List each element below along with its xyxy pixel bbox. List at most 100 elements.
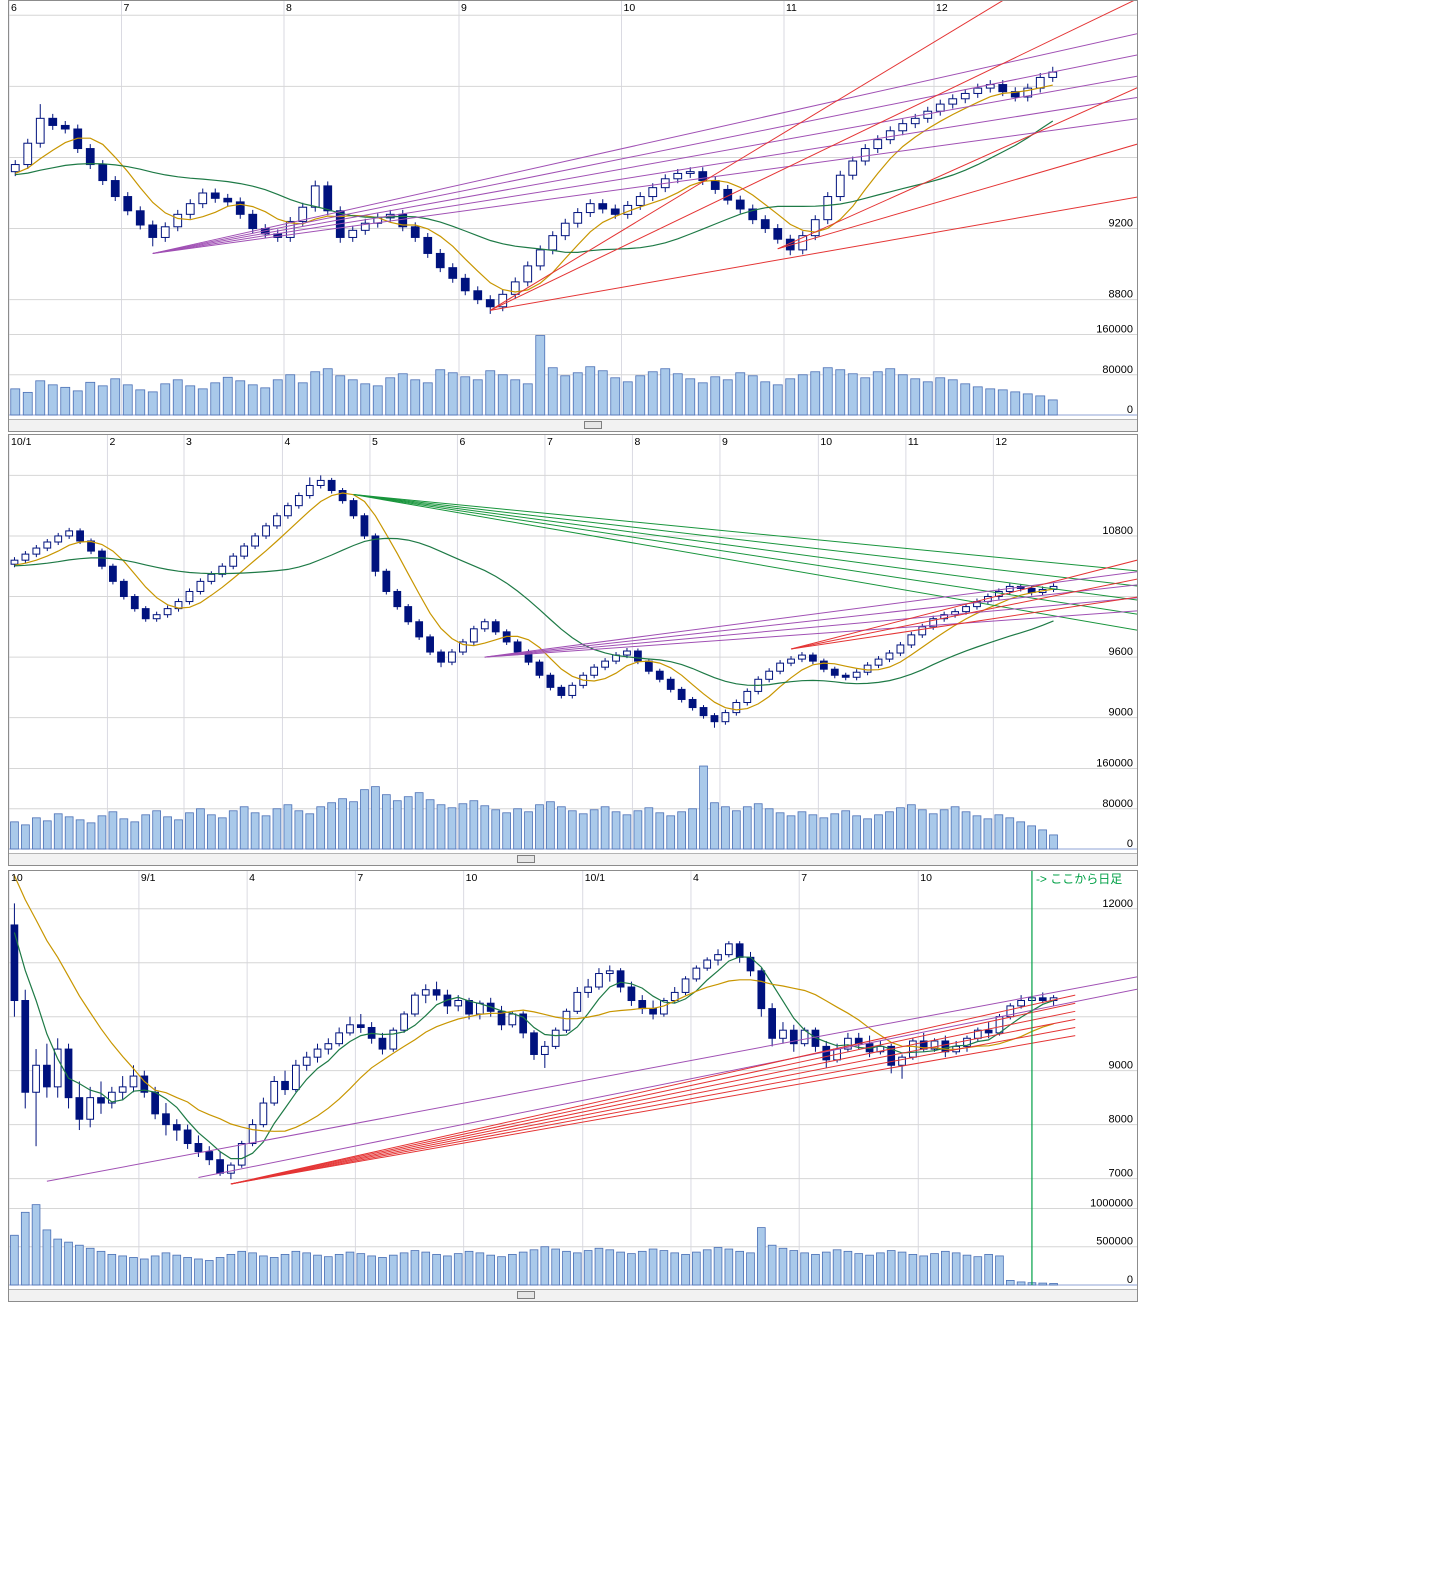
candle-body xyxy=(1010,91,1020,98)
volume-bar xyxy=(797,811,807,850)
candle-body xyxy=(910,117,920,125)
candle-body xyxy=(223,197,233,203)
candle-body xyxy=(273,515,281,527)
volume-bar xyxy=(410,1250,420,1286)
volume-bar xyxy=(425,799,435,850)
x-axis-label: 8 xyxy=(634,436,640,448)
volume-bar xyxy=(163,816,172,850)
volume-bar xyxy=(75,1244,84,1286)
volume-bar xyxy=(573,1252,582,1286)
candle-body xyxy=(21,553,30,561)
candle-body xyxy=(54,535,63,543)
volume-axis-label: 500000 xyxy=(1096,1236,1133,1248)
volume-bar xyxy=(800,1252,809,1286)
trendline xyxy=(353,494,1137,587)
volume-bar xyxy=(385,377,396,416)
volume-bar xyxy=(334,1253,344,1286)
candle-body xyxy=(779,1029,787,1039)
candle-body xyxy=(32,1064,40,1093)
candle-body xyxy=(183,1129,192,1145)
volume-bar xyxy=(172,1254,182,1286)
scrollbar-thumb[interactable] xyxy=(516,855,535,863)
chart-scrollbar[interactable] xyxy=(9,1289,1137,1301)
candle-body xyxy=(448,267,458,279)
candle-body xyxy=(673,172,683,180)
price-axis-label: 8000 xyxy=(1109,1114,1133,1126)
candle-body xyxy=(776,662,784,672)
candle-body xyxy=(346,1024,354,1034)
volume-bar xyxy=(529,1249,539,1286)
candle-body xyxy=(732,702,741,714)
candle-body xyxy=(119,580,128,598)
volume-bar xyxy=(172,379,183,416)
volume-bar xyxy=(635,375,646,416)
volume-bar xyxy=(713,1247,723,1286)
candle-body xyxy=(748,208,758,221)
volume-bar xyxy=(910,378,921,416)
volume-bar xyxy=(174,819,183,850)
scrollbar-thumb[interactable] xyxy=(584,421,603,429)
volume-bar xyxy=(666,815,676,850)
volume-bar xyxy=(472,379,483,416)
trendline xyxy=(152,75,1137,254)
candle-body xyxy=(510,281,520,295)
candle-body xyxy=(681,978,690,993)
volume-bar xyxy=(510,379,521,416)
trendline xyxy=(230,1027,1076,1185)
candle-body xyxy=(666,678,675,690)
volume-bar xyxy=(226,1253,236,1286)
volume-bar xyxy=(360,383,371,416)
candle-body xyxy=(356,1024,365,1028)
chart-scrollbar[interactable] xyxy=(9,853,1137,865)
volume-bar xyxy=(32,817,41,850)
volume-bar xyxy=(53,1238,63,1286)
candle-body xyxy=(349,500,358,517)
trendline xyxy=(230,1010,1076,1185)
volume-bar xyxy=(85,381,96,416)
volume-bar xyxy=(53,813,63,850)
x-axis-label: 11 xyxy=(908,436,919,448)
candle-body xyxy=(809,654,817,662)
candle-body xyxy=(655,670,664,680)
volume-bar xyxy=(310,371,321,416)
chart-scrollbar[interactable] xyxy=(9,419,1137,431)
volume-bar xyxy=(546,801,555,850)
candle-body xyxy=(151,1091,159,1115)
candle-body xyxy=(692,967,701,980)
volume-bar xyxy=(1005,1280,1015,1286)
volume-bar xyxy=(702,1249,712,1286)
scrollbar-thumb[interactable] xyxy=(516,1291,535,1299)
volume-bar xyxy=(585,366,596,416)
candle-body xyxy=(229,555,238,567)
candle-body xyxy=(623,650,631,656)
candle-body xyxy=(218,565,227,575)
volume-bar xyxy=(327,802,336,850)
volume-bar xyxy=(215,1257,225,1286)
volume-axis-label: 160000 xyxy=(1096,758,1133,770)
volume-bar xyxy=(535,804,544,850)
volume-bar xyxy=(578,813,588,850)
candle-body xyxy=(404,606,413,623)
volume-bar xyxy=(239,806,249,850)
volume-bar xyxy=(97,385,108,416)
candle-body xyxy=(185,203,195,215)
trendline xyxy=(777,143,1137,250)
x-axis-label: 7 xyxy=(801,872,807,884)
volume-bar xyxy=(778,1247,788,1286)
candle-body xyxy=(508,1013,517,1026)
trendline xyxy=(230,994,1076,1185)
candle-body xyxy=(605,970,614,975)
x-axis-label: 6 xyxy=(459,436,465,448)
volume-bar xyxy=(85,1247,95,1286)
volume-bar xyxy=(939,809,949,850)
volume-bar xyxy=(147,391,158,416)
candle-body xyxy=(163,608,172,616)
candle-body xyxy=(649,1008,657,1015)
candle-body xyxy=(259,1102,268,1126)
x-axis-label: 7 xyxy=(124,2,130,14)
x-axis-label: 10 xyxy=(624,2,636,14)
candle-body xyxy=(568,684,577,696)
volume-bar xyxy=(832,1249,842,1286)
chart-panel-daily-recent: 6 7 8 9 10 11 12 9200 8800 160000 80000 0 xyxy=(8,0,1138,432)
volume-bar xyxy=(42,820,52,850)
